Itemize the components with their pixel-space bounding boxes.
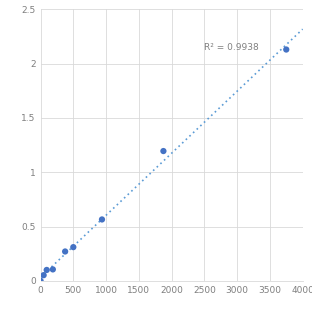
Point [44, 267, 49, 272]
Point [63, 249, 68, 254]
Point [50, 267, 55, 272]
Point [100, 217, 105, 222]
Point [38, 278, 43, 283]
Point [161, 149, 166, 154]
Point [71, 245, 76, 250]
Text: R² = 0.9938: R² = 0.9938 [204, 43, 259, 52]
Point [284, 47, 289, 52]
Point [41, 273, 46, 278]
